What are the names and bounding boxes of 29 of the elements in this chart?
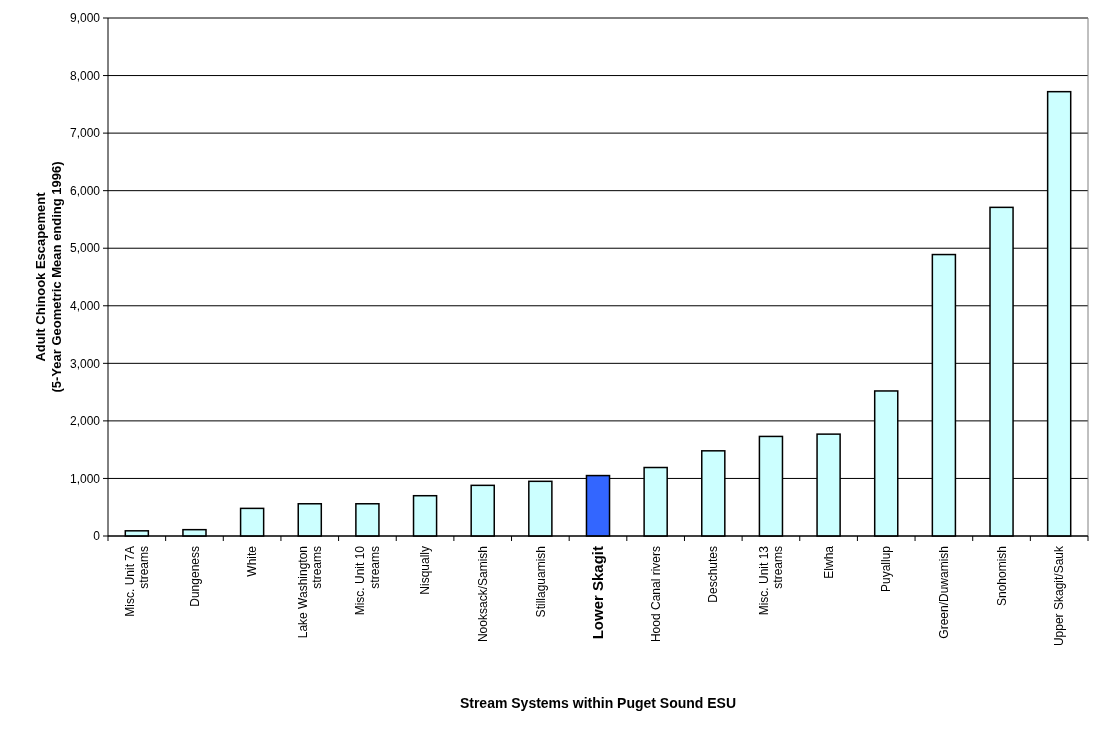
x-tick-label: Upper Skagit/Sauk (1052, 545, 1067, 647)
x-tick-label: Puyallup (879, 545, 894, 593)
y-tick-label: 9,000 (69, 11, 101, 26)
x-tick-label: Misc. Unit 10 streams (353, 545, 382, 616)
x-tick-label: Misc. Unit 13 streams (756, 545, 786, 616)
x-tick-label: Stillaguamish (533, 546, 548, 618)
y-axis-title: Adult Chinook Escapement (5-Year Geometric Mean ending 1996) (33, 161, 64, 393)
y-tick-label: 3,000 (69, 356, 101, 371)
y-tick-label: 0 (93, 529, 101, 544)
x-tick-label: Deschutes (706, 546, 721, 603)
x-tick-label: Hood Canal rivers (648, 546, 663, 643)
x-tick-label: Nooksack/Samish (475, 546, 490, 643)
x-tick-label: Snohomish (994, 546, 1009, 607)
x-axis-title: Stream Systems within Puget Sound ESU (459, 695, 737, 711)
y-tick-label: 8,000 (69, 68, 101, 83)
x-tick-label: Lake Washington streams (295, 546, 325, 639)
y-tick-label: 5,000 (69, 241, 101, 256)
y-tick-label: 7,000 (69, 126, 101, 141)
y-tick-label: 1,000 (69, 471, 101, 486)
x-tick-label: Green/Duwamish (937, 546, 952, 639)
x-tick-label: Nisqually (418, 546, 433, 595)
x-tick-label: Misc. Unit 7A streams (122, 546, 152, 617)
y-tick-label: 4,000 (69, 298, 101, 313)
x-tick-label: Elwha (821, 545, 836, 579)
x-tick-label: White (245, 545, 260, 577)
x-tick-label: Dungeness (187, 546, 202, 607)
x-tick-label: Lower Skagit (589, 546, 607, 640)
y-tick-label: 6,000 (69, 183, 101, 198)
y-tick-label: 2,000 (69, 414, 101, 429)
